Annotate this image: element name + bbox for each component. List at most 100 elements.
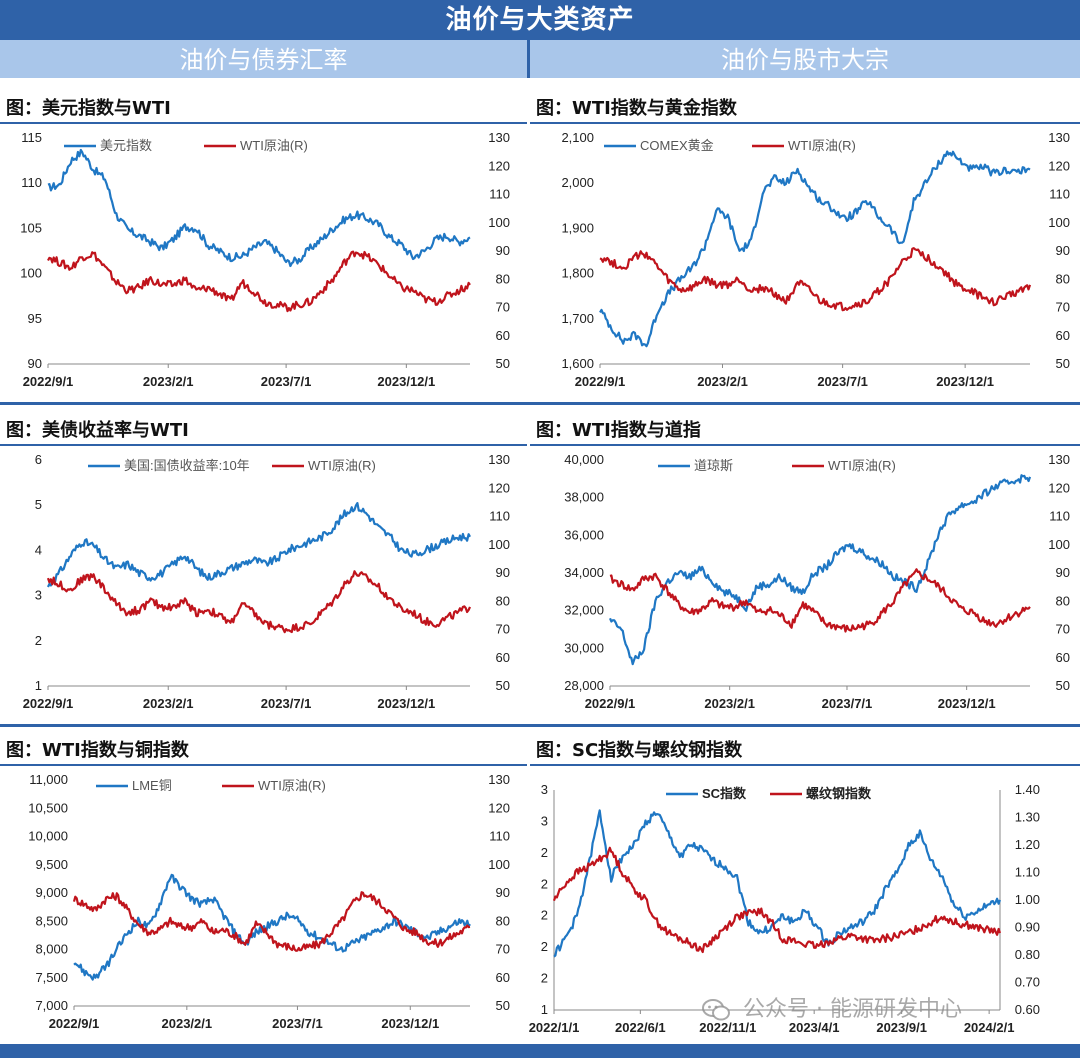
right-tick-label: 60 [496,970,510,985]
left-tick-label: 10,500 [28,800,68,815]
x-tick-label: 2023/7/1 [261,374,312,389]
right-tick-label: 90 [496,885,510,900]
x-tick-label: 2022/6/1 [615,1020,666,1035]
chart-title-gold-wti: 图：WTI指数与黄金指数 [536,98,737,119]
x-tick-label: 2023/2/1 [143,696,194,711]
series-line-secondary [72,891,471,952]
x-tick-label: 2023/12/1 [936,374,994,389]
chart-gold-wti: 1,600 1,700 1,800 1,900 2,000 2,100 50 60 70 80 90… [561,130,1070,389]
series-line-secondary [609,568,1031,633]
legend-label: WTI原油(R) [308,458,376,473]
panel-rule [530,764,1080,766]
left-tick-label: 34,000 [564,565,604,580]
axes [553,790,1001,1011]
page-banner: 油价与大类资产 [0,0,1080,40]
x-tick-label: 2024/2/1 [964,1020,1015,1035]
legend-label: LME铜 [132,778,172,793]
legend-label: 道琼斯 [694,458,733,473]
left-tick-label: 32,000 [564,603,604,618]
x-tick-label: 2022/1/1 [529,1020,580,1035]
left-tick-label: 1 [541,1002,548,1017]
right-tick-label: 90 [1056,565,1070,580]
right-tick-label: 70 [496,300,510,315]
left-tick-label: 9,500 [35,857,68,872]
section-divider [527,40,530,78]
right-tick-label: 110 [489,187,510,202]
x-tick-label: 2022/9/1 [575,374,626,389]
left-tick-label: 1,700 [561,311,594,326]
panel-rule [530,444,1080,446]
left-tick-label: 7,500 [35,970,68,985]
x-tick-label: 2023/4/1 [789,1020,840,1035]
right-tick-label: 80 [1056,271,1070,286]
right-tick-label: 90 [1056,243,1070,258]
left-tick-label: 95 [28,311,42,326]
panel-rule [0,444,527,446]
legend-label: 美元指数 [100,138,152,153]
right-tick-label: 1.20 [1015,837,1040,852]
right-tick-label: 120 [1048,158,1070,173]
right-tick-label: 50 [496,356,510,371]
series-line-primary [73,873,471,981]
right-tick-label: 130 [488,772,510,787]
right-tick-label: 80 [496,593,510,608]
left-tick-label: 6 [35,452,42,467]
section-header-bonds-fx: 油价与债券汇率 [0,40,527,78]
left-tick-label: 2,000 [561,175,594,190]
left-tick-label: 2 [541,939,548,954]
right-tick-label: 1.40 [1015,782,1040,797]
left-tick-label: 2 [35,633,42,648]
right-tick-label: 80 [1056,593,1070,608]
chart-dxy-wti: 90 95 100 105 110 115 50 60 70 80 90 100 110 120 130 20… [20,130,510,389]
left-tick-label: 1 [35,678,42,693]
section-header-equity-commodity: 油价与股市大宗 [530,40,1080,78]
left-tick-label: 38,000 [564,490,604,505]
x-tick-label: 2023/9/1 [876,1020,927,1035]
left-tick-label: 2 [541,908,548,923]
right-tick-label: 100 [1048,537,1070,552]
series-line-primary [599,150,1031,348]
legend-label: WTI原油(R) [788,138,856,153]
left-tick-label: 3 [35,588,42,603]
chart-title-copper-wti: 图：WTI指数与铜指数 [6,740,189,761]
panel-rule [0,122,527,124]
x-tick-label: 2022/11/1 [699,1020,756,1035]
left-tick-label: 3 [541,813,548,828]
right-tick-label: 70 [1056,622,1070,637]
chart-title-dxy-wti: 图：美元指数与WTI [6,98,171,119]
wechat-icon [702,999,730,1021]
footer-bar [0,1044,1080,1058]
chart-title-ust-wti: 图：美债收益率与WTI [6,420,189,441]
right-tick-label: 120 [488,800,510,815]
watermark: 公众号 · 能源研发中心 [702,995,962,1025]
x-tick-label: 2023/12/1 [938,696,996,711]
right-tick-label: 130 [488,130,510,145]
left-tick-label: 10,000 [28,829,68,844]
right-tick-label: 60 [496,650,510,665]
left-tick-label: 110 [21,175,42,190]
right-tick-label: 110 [1049,509,1070,524]
right-tick-label: 0.70 [1015,975,1040,990]
chart-sc-rebar: 1 2 2 2 2 2 3 3 0.60 0.70 0.80 0.90 1.00 1.10 1.20 1.30… [529,782,1040,1035]
x-tick-label: 2022/9/1 [585,696,636,711]
left-tick-label: 115 [21,130,42,145]
left-tick-label: 30,000 [564,640,604,655]
right-tick-label: 110 [489,829,510,844]
right-tick-label: 70 [496,622,510,637]
series-line-secondary [552,846,1002,954]
x-tick-label: 2023/12/1 [381,1016,439,1031]
legend-label: 螺纹钢指数 [806,786,872,801]
chart-ust-wti: 1 2 3 4 5 6 50 60 70 80 90 100 110 120 130 2022/9/1 2023… [23,452,510,711]
chart-title-sc-rebar: 图：SC指数与螺纹钢指数 [536,740,743,761]
chart-copper-wti: 7,000 7,500 8,000 8,500 9,000 9,500 10,000 10,5… [28,772,510,1031]
x-tick-label: 2023/7/1 [272,1016,323,1031]
series-line-primary [46,502,471,588]
right-tick-label: 60 [1056,650,1070,665]
right-tick-label: 0.60 [1015,1002,1040,1017]
right-tick-label: 50 [496,678,510,693]
series-line-primary [553,809,1002,958]
right-tick-label: 1.30 [1015,810,1040,825]
watermark-text: 公众号 · 能源研发中心 [743,997,962,1022]
right-tick-label: 60 [496,328,510,343]
right-tick-label: 60 [1056,328,1070,343]
